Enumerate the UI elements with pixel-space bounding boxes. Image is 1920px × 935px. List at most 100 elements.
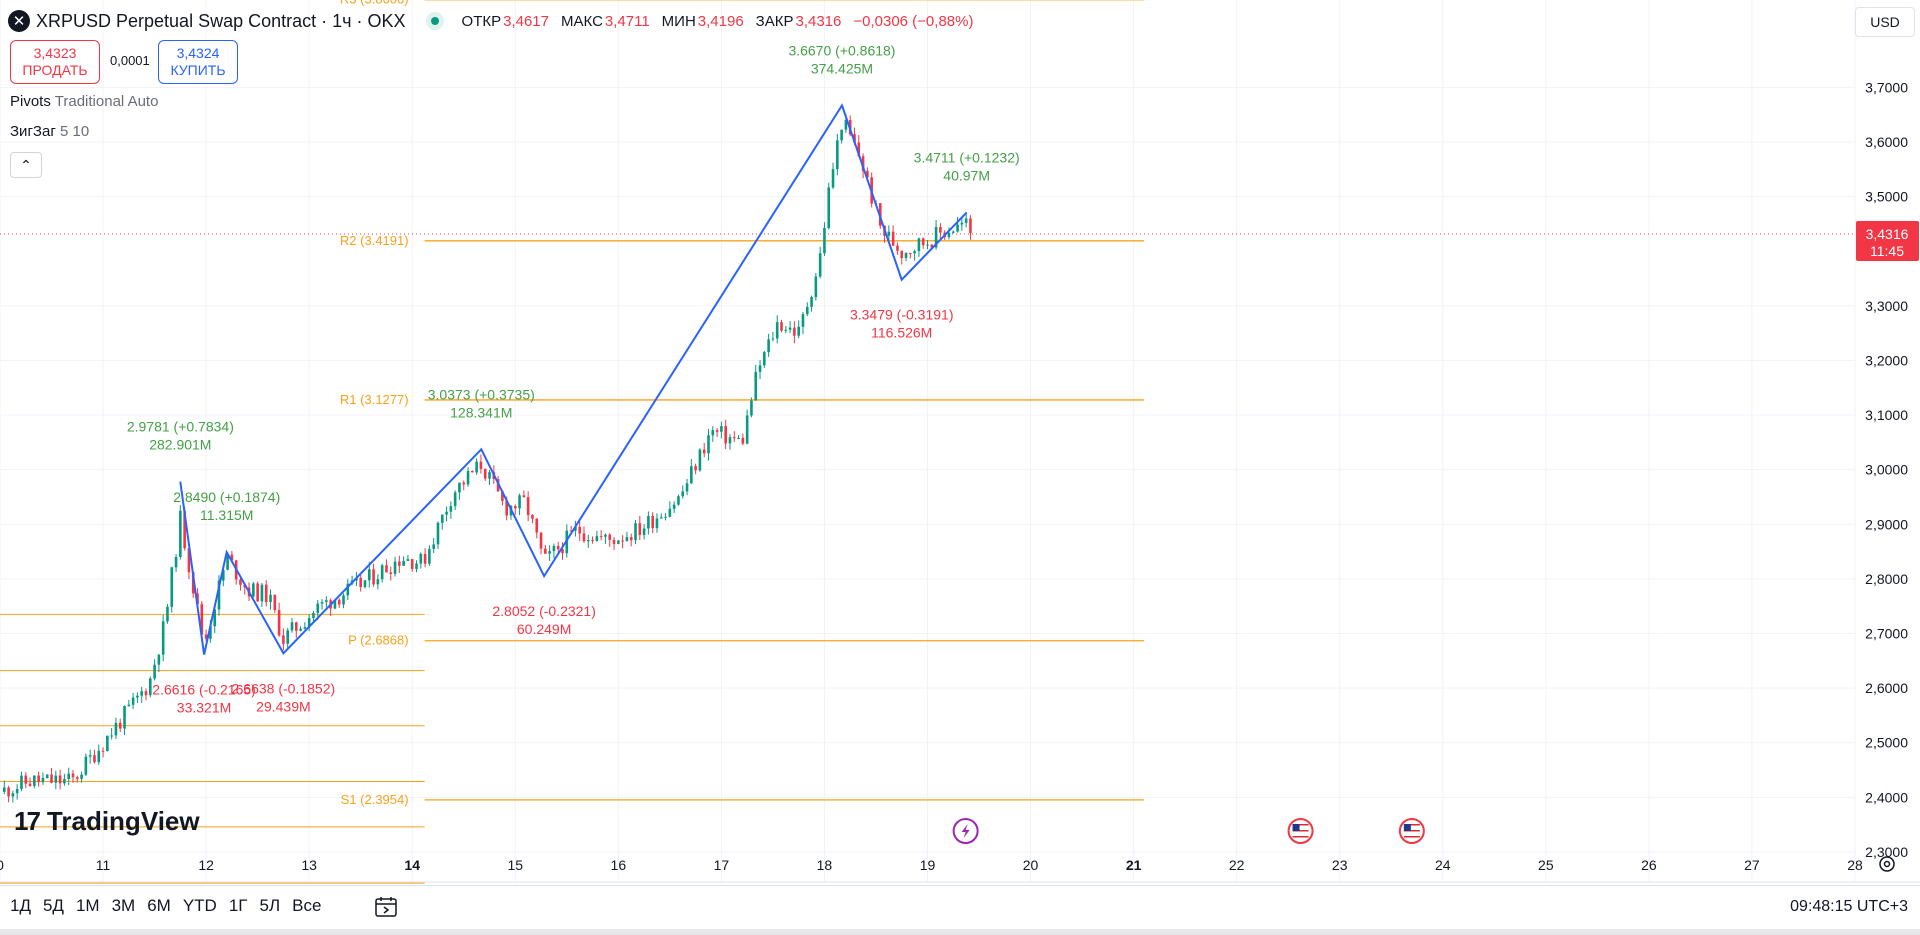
indicator-pivots[interactable]: Pivots Traditional Auto — [10, 93, 158, 110]
currency-selector[interactable]: USD — [1855, 7, 1915, 37]
candle-body — [286, 630, 289, 644]
candle-body — [252, 583, 255, 597]
time-tick-label: 19 — [920, 857, 936, 873]
candle-body — [780, 322, 783, 331]
flag-stripe — [1403, 827, 1420, 829]
time-tick-label: 12 — [198, 857, 214, 873]
us-flag-icon[interactable] — [1398, 818, 1425, 844]
candle-body — [453, 492, 457, 507]
candle-body — [728, 437, 732, 444]
candle-body — [544, 548, 547, 554]
chevron-up-icon: ⌃ — [20, 156, 32, 173]
candle-body — [483, 469, 487, 479]
range-button-7[interactable]: 5Л — [259, 896, 281, 915]
candle-body — [50, 774, 53, 783]
pivot-label: R2 (3.4191) — [340, 233, 409, 248]
pivot-annotation-value: 3.3479 (-0.3191) — [850, 307, 954, 323]
range-button-8[interactable]: Все — [292, 896, 322, 915]
pivot-levels: R3 (3.8606) R2 (3.4191) R1 (3.1277) P (2.68… — [340, 0, 1144, 807]
buy-button[interactable]: 3,4324 КУПИТЬ — [158, 40, 238, 84]
range-button-3[interactable]: 3M — [111, 896, 136, 915]
price-tick-label: 2,9000 — [1865, 516, 1908, 532]
candle-body — [136, 695, 139, 698]
close-label: ЗАКР — [755, 12, 794, 30]
candle-body — [724, 426, 727, 444]
flag-stripe — [1403, 824, 1420, 826]
time-tick-label: 26 — [1641, 857, 1657, 873]
time-tick-label: 25 — [1538, 857, 1554, 873]
candle-body — [398, 561, 401, 566]
candle-body — [818, 253, 822, 277]
scroll-strip — [0, 929, 1920, 935]
candle-body — [921, 238, 925, 246]
candle-body — [887, 231, 891, 236]
candle-body — [913, 251, 916, 254]
candle-body — [449, 506, 453, 512]
calendar-range-icon[interactable] — [374, 896, 398, 918]
candle-body — [440, 514, 444, 523]
candle-body — [793, 327, 796, 336]
symbol-title[interactable]: XRPUSD Perpetual Swap Contract · 1ч · OK… — [36, 10, 406, 31]
candle-body — [179, 510, 182, 557]
time-tick-label: 23 — [1332, 857, 1348, 873]
clock[interactable]: 09:48:15 UTC+3 — [1790, 898, 1908, 915]
candle-body — [221, 569, 225, 581]
price-tick-label: 3,5000 — [1865, 189, 1908, 205]
candle-body — [960, 222, 964, 225]
flag-stripe — [1292, 830, 1309, 832]
candle-body — [230, 554, 234, 561]
price-tick-label: 3,1000 — [1865, 407, 1908, 423]
sell-button[interactable]: 3,4323 ПРОДАТЬ — [10, 40, 100, 84]
price-tick-label: 2,7000 — [1865, 626, 1908, 642]
range-button-2[interactable]: 1M — [75, 896, 100, 915]
candle-body — [80, 774, 83, 779]
candle-body — [423, 553, 427, 564]
candle-body — [71, 773, 75, 778]
indicator-zigzag[interactable]: ЗигЗаг 5 10 — [10, 123, 89, 140]
candle-body — [239, 579, 242, 585]
pivot-annotation-volume: 33.321M — [177, 699, 231, 715]
candle-body — [814, 276, 818, 298]
range-button-1[interactable]: 5Д — [42, 896, 64, 915]
lightning-icon[interactable] — [952, 818, 979, 844]
candle-body — [406, 559, 410, 561]
candle-body — [578, 526, 581, 534]
market-status-icon[interactable] — [425, 12, 444, 30]
candle-body — [638, 523, 642, 536]
tradingview-logo[interactable]: 17 TradingView — [14, 806, 200, 837]
candle-body — [608, 534, 612, 540]
candle-body — [599, 536, 603, 538]
candle-body — [831, 169, 835, 188]
last-price-value: 3,4316 — [1866, 226, 1909, 242]
candle-body — [277, 610, 281, 636]
collapse-indicators-button[interactable]: ⌃ — [10, 152, 42, 178]
range-button-4[interactable]: 6M — [147, 896, 171, 915]
candle-body — [715, 430, 719, 432]
candle-body — [823, 228, 826, 254]
pivot-annotation-value: 2.6616 (-0.2165) — [152, 681, 256, 697]
us-flag-icon[interactable] — [1287, 818, 1314, 844]
candle-body — [853, 134, 856, 143]
range-button-6[interactable]: 1Г — [228, 896, 248, 915]
bottom-toolbar: 1Д 5Д 1M 3M 6M YTD 1Г 5Л Все 09:48:15 UTC+3 — [0, 885, 1920, 930]
price-tick-label: 3,7000 — [1865, 79, 1908, 95]
candle-body — [655, 518, 659, 529]
candle-body — [45, 774, 49, 779]
range-button-5[interactable]: YTD — [182, 896, 217, 915]
range-button-0[interactable]: 1Д — [10, 896, 31, 915]
candle-body — [200, 604, 204, 635]
time-tick-label: 28 — [1847, 857, 1863, 873]
candle-body — [526, 497, 530, 515]
candle-body — [290, 622, 294, 631]
candle-body — [969, 218, 972, 233]
candle-body — [316, 603, 320, 613]
flag-stripe — [1403, 836, 1420, 838]
candle-body — [836, 140, 839, 170]
settings-gear-icon[interactable] — [1876, 853, 1898, 875]
candle-body — [664, 516, 667, 518]
flag-stripe — [1292, 827, 1309, 829]
candle-body — [951, 231, 955, 233]
candle-body — [7, 787, 10, 797]
